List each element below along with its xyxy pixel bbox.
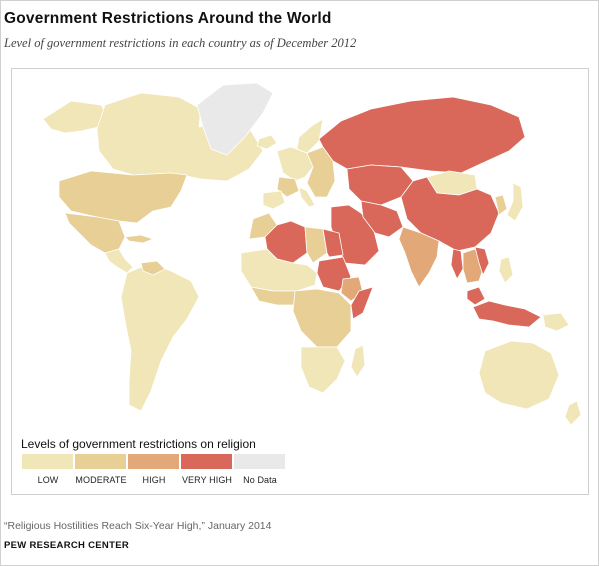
region-vietnam	[474, 246, 490, 276]
legend-swatch-very-high	[181, 454, 232, 469]
region-iberia	[262, 190, 286, 210]
region-sahel	[240, 248, 318, 292]
page-subtitle: Level of government restrictions in each…	[4, 36, 357, 50]
region-new-zealand	[564, 400, 582, 426]
source-note: “Religious Hostilities Reach Six-Year Hi…	[4, 520, 272, 532]
region-papua-new-guinea	[542, 312, 570, 332]
region-france	[276, 176, 300, 198]
region-philippines	[498, 256, 514, 284]
legend-title: Levels of government restrictions on rel…	[21, 437, 256, 451]
region-greenland	[196, 82, 274, 156]
region-somalia	[350, 286, 374, 320]
region-russia	[318, 96, 526, 174]
region-venezuela	[140, 260, 166, 276]
legend-item-very-high: VERY HIGH	[181, 454, 233, 485]
region-scandinavia	[296, 118, 324, 154]
legend-swatch-high	[128, 454, 179, 469]
legend-swatch-moderate	[75, 454, 126, 469]
legend-label-low: LOW	[37, 475, 59, 485]
region-canada	[96, 92, 264, 182]
legend-swatch-low	[22, 454, 73, 469]
region-central-america	[104, 248, 134, 274]
region-korea	[494, 194, 508, 216]
legend-item-no-data: No Data	[234, 454, 286, 485]
region-united-states	[58, 170, 188, 224]
region-south-america	[120, 262, 200, 412]
region-malaysia	[466, 286, 486, 306]
page-title: Government Restrictions Around the World	[4, 10, 332, 27]
credit-line: PEW RESEARCH CENTER	[4, 540, 129, 551]
region-australia	[478, 340, 560, 410]
region-madagascar	[350, 344, 366, 378]
world-map	[11, 68, 589, 495]
legend-label-no-data: No Data	[243, 475, 277, 485]
legend-label-moderate: MODERATE	[75, 475, 127, 485]
region-central-africa	[292, 288, 352, 348]
legend-label-very-high: VERY HIGH	[181, 475, 233, 485]
region-india	[398, 226, 440, 288]
region-indonesia	[472, 300, 542, 328]
world-map-svg	[42, 82, 582, 426]
region-southern-africa	[300, 346, 346, 394]
region-italy	[298, 186, 316, 208]
region-libya	[304, 226, 328, 264]
legend-item-low: LOW	[22, 454, 74, 485]
region-cuba	[124, 234, 154, 244]
legend-item-high: HIGH	[128, 454, 180, 485]
legend-label-high: HIGH	[142, 475, 166, 485]
region-iceland	[256, 134, 278, 150]
region-western-europe	[276, 146, 314, 182]
legend-item-moderate: MODERATE	[75, 454, 127, 485]
region-japan	[506, 182, 524, 222]
region-myanmar	[450, 248, 464, 280]
region-egypt	[322, 228, 344, 258]
region-iran	[360, 200, 404, 238]
legend-swatch-no-data	[234, 454, 285, 469]
